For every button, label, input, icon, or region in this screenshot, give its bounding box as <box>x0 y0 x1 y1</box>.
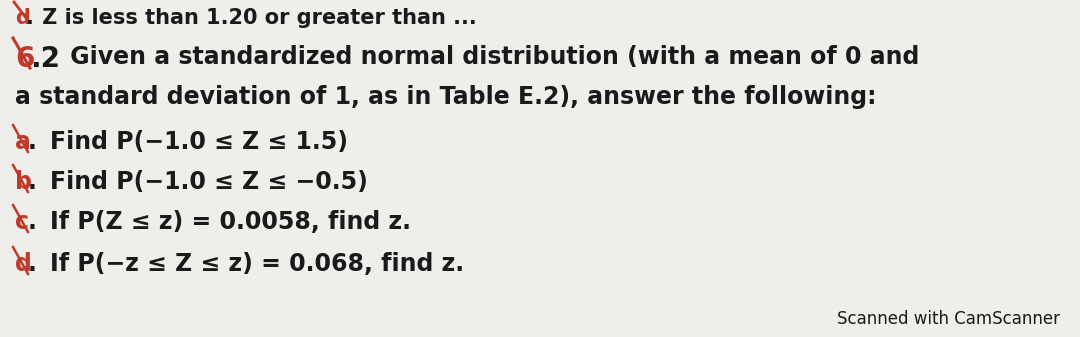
Text: b: b <box>15 170 32 194</box>
Text: 6: 6 <box>15 45 35 73</box>
Text: .: . <box>28 130 37 154</box>
Text: If P(−z ≤ Z ≤ z) = 0.068, find z.: If P(−z ≤ Z ≤ z) = 0.068, find z. <box>50 252 464 276</box>
Text: Scanned with CamScanner: Scanned with CamScanner <box>837 310 1059 328</box>
Text: d: d <box>15 8 30 28</box>
Text: Find P(−1.0 ≤ Z ≤ 1.5): Find P(−1.0 ≤ Z ≤ 1.5) <box>50 130 348 154</box>
Text: Z is less than 1.20 or greater than ...: Z is less than 1.20 or greater than ... <box>35 8 476 28</box>
Text: .: . <box>28 210 37 234</box>
Text: a standard deviation of 1, as in Table E.2), answer the following:: a standard deviation of 1, as in Table E… <box>15 85 877 109</box>
Text: d: d <box>15 252 32 276</box>
Text: Find P(−1.0 ≤ Z ≤ −0.5): Find P(−1.0 ≤ Z ≤ −0.5) <box>50 170 368 194</box>
Text: .: . <box>28 170 37 194</box>
Text: c: c <box>15 210 29 234</box>
Text: If P(Z ≤ z) = 0.0058, find z.: If P(Z ≤ z) = 0.0058, find z. <box>50 210 411 234</box>
Text: a: a <box>15 130 31 154</box>
Text: .2: .2 <box>30 45 60 73</box>
Text: .: . <box>28 252 37 276</box>
Text: Given a standardized normal distribution (with a mean of 0 and: Given a standardized normal distribution… <box>62 45 919 69</box>
Text: .: . <box>26 8 33 28</box>
